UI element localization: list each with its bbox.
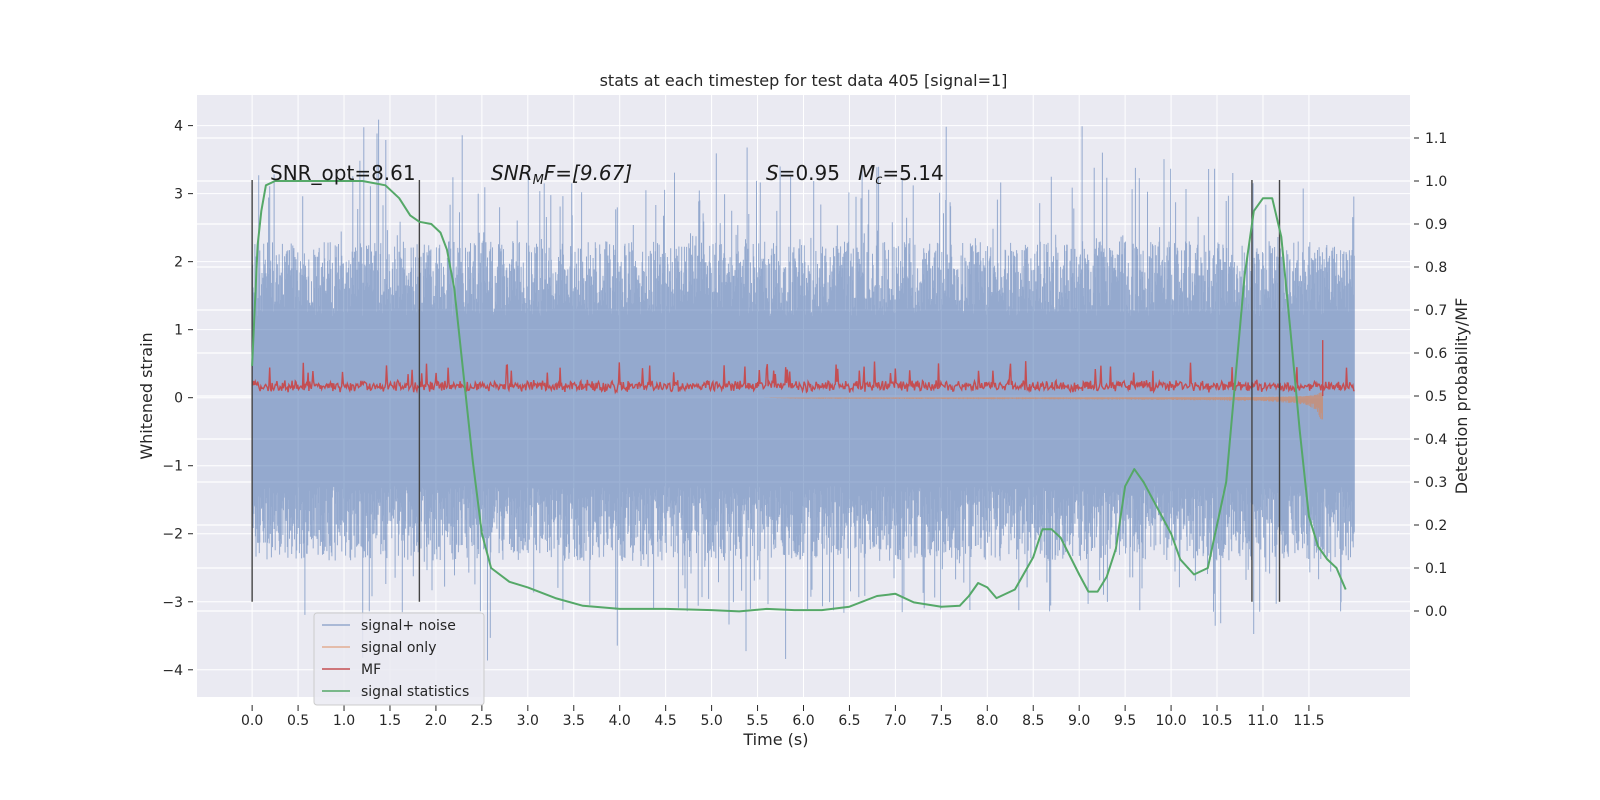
x-tick-label-23: 11.5 [1293, 713, 1324, 729]
mc-subscript: c [875, 173, 882, 188]
y-right-tick-label-9: 0.9 [1425, 217, 1447, 233]
x-tick-label-22: 11.0 [1247, 713, 1278, 729]
y-tick-label-3: −1 [162, 459, 183, 475]
vertical-markers [251, 180, 1281, 602]
x-tick-label-0: 0.0 [241, 713, 263, 729]
x-tick-label-12: 6.0 [792, 713, 814, 729]
y-tick-label-8: 4 [174, 119, 183, 135]
y-tick-label-5: 1 [174, 323, 183, 339]
s-label: S [766, 161, 779, 185]
y-right-tick-label-6: 0.6 [1425, 346, 1447, 362]
x-tick-label-2: 1.0 [333, 713, 355, 729]
y-right-tick-label-3: 0.3 [1425, 475, 1447, 491]
x-tick-label-1: 0.5 [287, 713, 309, 729]
x-tick-label-10: 5.0 [700, 713, 722, 729]
y-right-tick-label-7: 0.7 [1425, 303, 1447, 319]
x-tick-label-17: 8.5 [1022, 713, 1044, 729]
legend-label-3: signal statistics [361, 684, 469, 700]
x-tick-label-15: 7.5 [930, 713, 952, 729]
x-tick-label-8: 4.0 [609, 713, 631, 729]
mf-series [251, 340, 1355, 396]
x-tick-label-11: 5.5 [746, 713, 768, 729]
snr-mf-f: F=[9.67] [544, 161, 632, 185]
y-right-tick-label-0: 0.0 [1425, 604, 1447, 620]
legend: signal+ noise signal only MF signal statist… [313, 612, 485, 706]
x-tick-label-13: 6.5 [838, 713, 860, 729]
x-tick-label-14: 7.0 [884, 713, 906, 729]
y-right-tick-label-10: 1.0 [1425, 174, 1447, 190]
mf-trace [251, 361, 1355, 395]
x-tick-label-21: 10.5 [1201, 713, 1232, 729]
y-right-tick-label-8: 0.8 [1425, 260, 1447, 276]
y-right-tick-label-5: 0.5 [1425, 389, 1447, 405]
y-tick-label-6: 2 [174, 255, 183, 271]
mc-value: =5.14 [882, 161, 943, 185]
snr-mf-subscript: M [533, 173, 544, 188]
snr-mf-label: SNR [491, 161, 533, 185]
mc-label: M [858, 161, 875, 185]
y-right-tick-label-11: 1.1 [1425, 131, 1447, 147]
signal-statistics-series [251, 180, 1347, 613]
axis-ticks: 0.0 0.5 1.0 1.5 2.0 2.5 3.0 3.5 4.0 4.5 5.0 5.5 6.0 6… [162, 119, 1447, 729]
x-tick-label-19: 9.5 [1114, 713, 1136, 729]
annotation-snr-opt: SNR_opt=8.61 [270, 161, 416, 185]
annotation-s-mc: S=0.95 Mc=5.14 [766, 161, 944, 188]
x-tick-label-6: 3.0 [517, 713, 539, 729]
x-axis-label: Time (s) [742, 730, 808, 749]
x-tick-label-7: 3.5 [563, 713, 585, 729]
annotation-snr-mf: SNRMF=[9.67] [491, 161, 632, 188]
legend-items: signal+ noise signal only MF signal statist… [322, 618, 469, 700]
y-axis-right-label: Detection probability/MF [1452, 298, 1471, 495]
y-tick-label-0: −4 [162, 663, 183, 679]
x-tick-label-9: 4.5 [655, 713, 677, 729]
y-right-tick-label-1: 0.1 [1425, 561, 1447, 577]
s-value: =0.95 [779, 161, 840, 185]
signal-only-trace [760, 392, 1323, 420]
legend-label-0: signal+ noise [361, 618, 456, 634]
y-tick-label-4: 0 [174, 391, 183, 407]
chart-title: stats at each timestep for test data 405… [600, 71, 1008, 90]
legend-box [313, 612, 485, 706]
y-right-tick-label-4: 0.4 [1425, 432, 1447, 448]
x-tick-label-4: 2.0 [425, 713, 447, 729]
x-tick-label-16: 8.0 [976, 713, 998, 729]
y-tick-label-2: −2 [162, 527, 183, 543]
x-tick-label-18: 9.0 [1068, 713, 1090, 729]
signal-only-series [760, 392, 1323, 420]
x-tick-label-3: 1.5 [379, 713, 401, 729]
x-tick-label-5: 2.5 [471, 713, 493, 729]
x-tick-label-20: 10.0 [1155, 713, 1186, 729]
signal-statistics-trace [251, 180, 1347, 613]
legend-label-1: signal only [361, 640, 436, 656]
y-tick-label-1: −3 [162, 595, 183, 611]
legend-label-2: MF [361, 662, 381, 678]
y-right-tick-label-2: 0.2 [1425, 518, 1447, 534]
y-tick-label-7: 3 [174, 187, 183, 203]
y-axis-label: Whitened strain [137, 332, 156, 459]
